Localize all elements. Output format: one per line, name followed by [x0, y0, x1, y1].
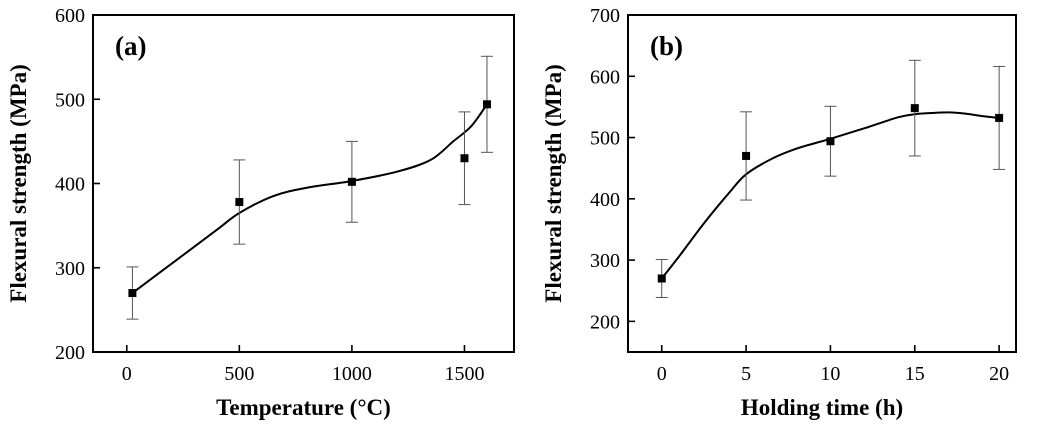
fit-curve	[660, 111, 1000, 280]
y-tick-label: 400	[55, 174, 85, 196]
data-point	[347, 177, 356, 186]
data-point	[235, 198, 244, 207]
x-tick-label: 10	[820, 363, 840, 385]
y-tick-label: 200	[55, 342, 85, 364]
x-tick-label: 1000	[332, 363, 372, 385]
y-tick-label: 300	[55, 258, 85, 280]
x-axis-label: Temperature (°C)	[216, 395, 391, 420]
fit-curve	[131, 103, 488, 294]
y-tick-label: 400	[590, 189, 620, 211]
panel-b: 0 5 10 15 20 200 300 400 500 600 700 Holding time (…	[541, 5, 1017, 420]
x-axis-label: Holding time (h)	[741, 395, 903, 420]
x-tick-label: 20	[989, 363, 1009, 385]
plot-frame	[92, 14, 515, 353]
panel-label: (a)	[115, 31, 146, 61]
y-axis-label: Flexural strength (MPa)	[6, 64, 31, 302]
y-tick-label: 200	[590, 311, 620, 333]
data-point	[657, 274, 666, 283]
x-tick-label: 0	[122, 363, 132, 385]
y-tick-label: 600	[55, 5, 85, 27]
x-tick-label: 500	[224, 363, 254, 385]
y-axis-label: Flexural strength (MPa)	[541, 64, 566, 302]
x-tick-label: 15	[905, 363, 925, 385]
plot-frame	[627, 14, 1017, 353]
data-point	[128, 289, 137, 298]
y-tick-label: 300	[590, 250, 620, 272]
y-tick-label: 700	[590, 5, 620, 27]
x-tick-label: 5	[741, 363, 751, 385]
data-point	[460, 154, 469, 163]
data-point	[826, 137, 835, 146]
data-point	[742, 151, 751, 160]
x-tick-label: 1500	[444, 363, 484, 385]
y-tick-label: 500	[590, 128, 620, 150]
x-tick-label: 0	[657, 363, 667, 385]
data-point	[482, 100, 491, 109]
y-tick-label: 500	[55, 89, 85, 111]
panel-a: 0 500 1000 1500 200 300 400 500 600 Temperature (…	[6, 5, 515, 420]
data-point	[910, 104, 919, 113]
panel-label: (b)	[650, 31, 683, 61]
y-tick-label: 600	[590, 66, 620, 88]
data-point	[995, 113, 1004, 122]
